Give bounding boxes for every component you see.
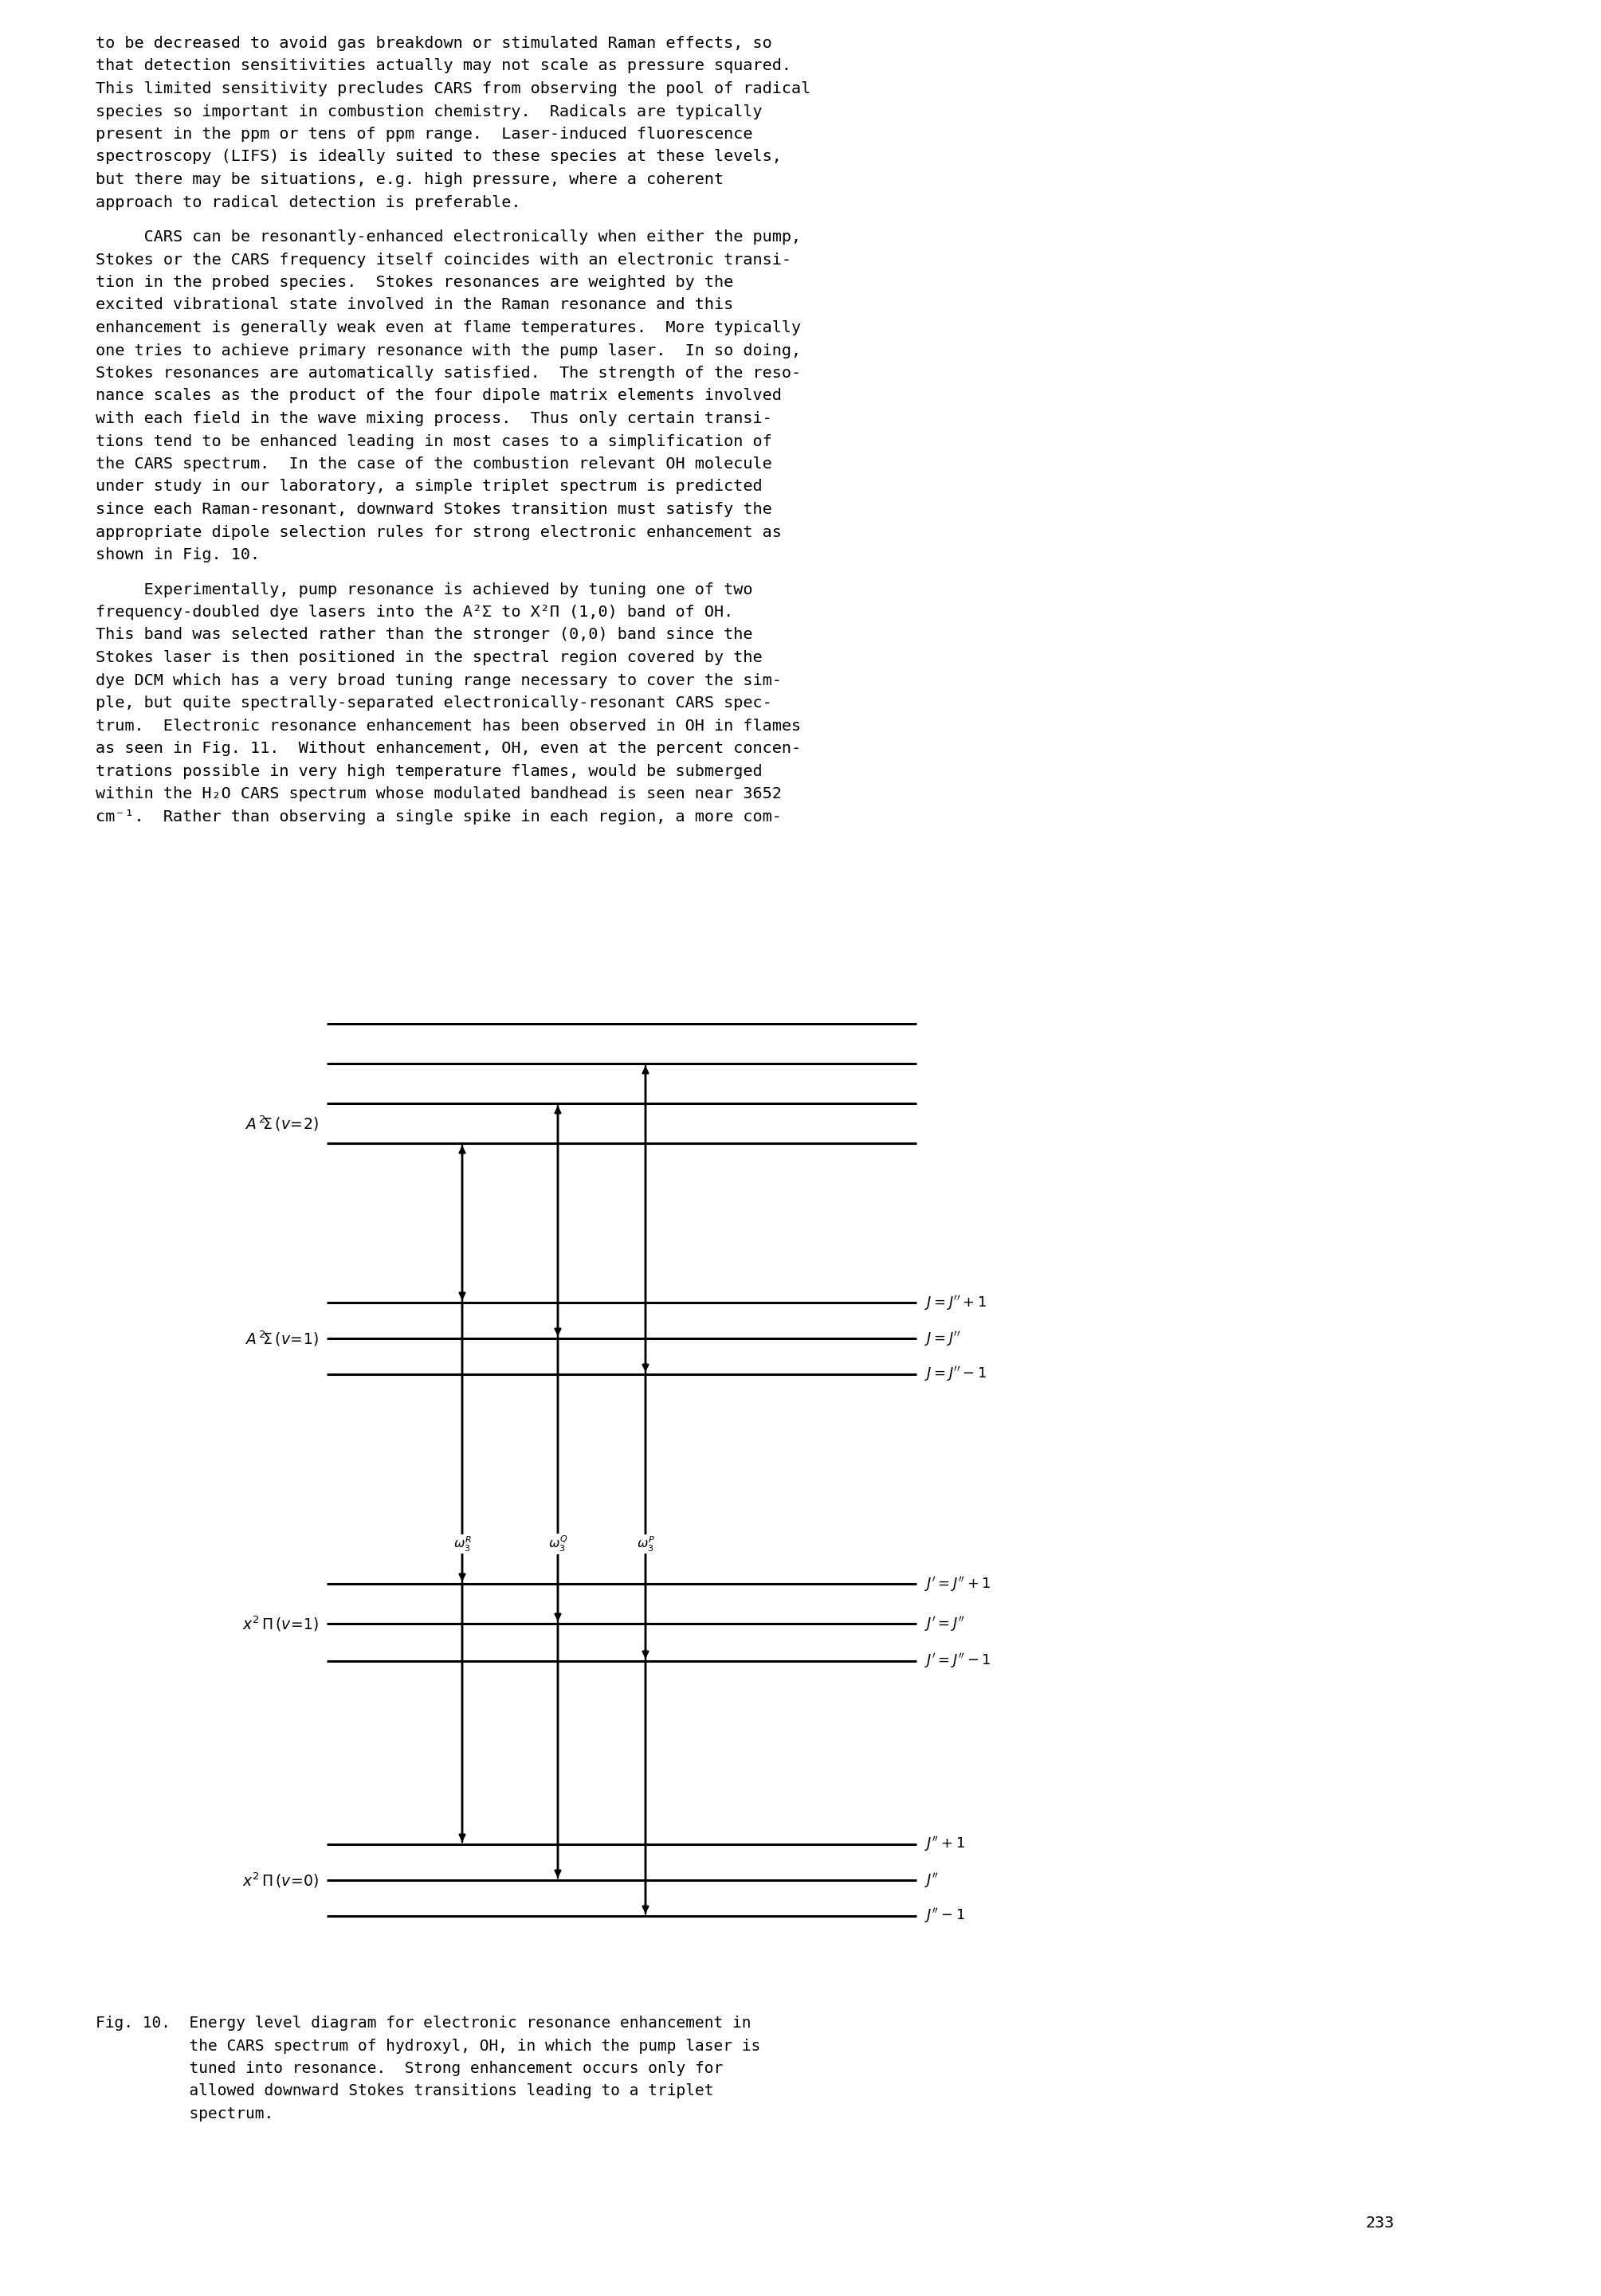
Text: $x^2\,\Pi\,(v\!=\!1)$: $x^2\,\Pi\,(v\!=\!1)$ <box>242 1614 319 1632</box>
Text: tions tend to be enhanced leading in most cases to a simplification of: tions tend to be enhanced leading in mos… <box>96 434 772 450</box>
Text: $J^{\prime\prime} + 1$: $J^{\prime\prime} + 1$ <box>924 1835 965 1853</box>
Text: tion in the probed species.  Stokes resonances are weighted by the: tion in the probed species. Stokes reson… <box>96 276 733 289</box>
Text: spectrum.: spectrum. <box>96 2105 274 2122</box>
Text: trum.  Electronic resonance enhancement has been observed in OH in flames: trum. Electronic resonance enhancement h… <box>96 719 800 732</box>
Text: present in the ppm or tens of ppm range.  Laser-induced fluorescence: present in the ppm or tens of ppm range.… <box>96 126 752 142</box>
Text: excited vibrational state involved in the Raman resonance and this: excited vibrational state involved in th… <box>96 298 733 312</box>
Text: with each field in the wave mixing process.  Thus only certain transi-: with each field in the wave mixing proce… <box>96 411 772 427</box>
Text: $J' = J^{\prime\prime}$: $J' = J^{\prime\prime}$ <box>924 1614 965 1632</box>
Text: spectroscopy (LIFS) is ideally suited to these species at these levels,: spectroscopy (LIFS) is ideally suited to… <box>96 149 781 165</box>
Text: the CARS spectrum of hydroxyl, OH, in which the pump laser is: the CARS spectrum of hydroxyl, OH, in wh… <box>96 2039 760 2053</box>
Text: frequency-doubled dye lasers into the A²Σ to X²Π (1,0) band of OH.: frequency-doubled dye lasers into the A²… <box>96 604 733 620</box>
Text: species so important in combustion chemistry.  Radicals are typically: species so important in combustion chemi… <box>96 103 762 119</box>
Text: enhancement is generally weak even at flame temperatures.  More typically: enhancement is generally weak even at fl… <box>96 319 800 335</box>
Text: nance scales as the product of the four dipole matrix elements involved: nance scales as the product of the four … <box>96 388 781 404</box>
Text: This band was selected rather than the stronger (0,0) band since the: This band was selected rather than the s… <box>96 627 752 643</box>
Text: that detection sensitivities actually may not scale as pressure squared.: that detection sensitivities actually ma… <box>96 60 791 73</box>
Text: $x^2\,\Pi\,(v\!=\!0)$: $x^2\,\Pi\,(v\!=\!0)$ <box>242 1871 319 1890</box>
Text: $J' = J^{\prime\prime} + 1$: $J' = J^{\prime\prime} + 1$ <box>924 1575 991 1593</box>
Text: trations possible in very high temperature flames, would be submerged: trations possible in very high temperatu… <box>96 765 762 778</box>
Text: CARS can be resonantly-enhanced electronically when either the pump,: CARS can be resonantly-enhanced electron… <box>96 230 800 246</box>
Text: tuned into resonance.  Strong enhancement occurs only for: tuned into resonance. Strong enhancement… <box>96 2062 724 2076</box>
Text: $A\,^2\!\Sigma\,(v\!=\!2)$: $A\,^2\!\Sigma\,(v\!=\!2)$ <box>245 1114 319 1132</box>
Text: approach to radical detection is preferable.: approach to radical detection is prefera… <box>96 195 520 209</box>
Text: Stokes or the CARS frequency itself coincides with an electronic transi-: Stokes or the CARS frequency itself coin… <box>96 253 791 266</box>
Text: but there may be situations, e.g. high pressure, where a coherent: but there may be situations, e.g. high p… <box>96 172 724 188</box>
Text: one tries to achieve primary resonance with the pump laser.  In so doing,: one tries to achieve primary resonance w… <box>96 342 800 358</box>
Text: since each Raman-resonant, downward Stokes transition must satisfy the: since each Raman-resonant, downward Stok… <box>96 503 772 517</box>
Text: $J = J^{\prime\prime}$: $J = J^{\prime\prime}$ <box>924 1329 961 1348</box>
Text: $J = J^{\prime\prime} - 1$: $J = J^{\prime\prime} - 1$ <box>924 1366 986 1384</box>
Text: $A\,^2\!\Sigma\,(v\!=\!1)$: $A\,^2\!\Sigma\,(v\!=\!1)$ <box>245 1329 319 1348</box>
Text: the CARS spectrum.  In the case of the combustion relevant OH molecule: the CARS spectrum. In the case of the co… <box>96 457 772 471</box>
Text: allowed downward Stokes transitions leading to a triplet: allowed downward Stokes transitions lead… <box>96 2085 714 2099</box>
Text: $J = J^{\prime\prime} + 1$: $J = J^{\prime\prime} + 1$ <box>924 1293 986 1311</box>
Text: Experimentally, pump resonance is achieved by tuning one of two: Experimentally, pump resonance is achiev… <box>96 581 752 597</box>
Text: $\omega_3^R$: $\omega_3^R$ <box>453 1534 471 1552</box>
Text: $J' = J^{\prime\prime} - 1$: $J' = J^{\prime\prime} - 1$ <box>924 1651 991 1669</box>
Text: Fig. 10.  Energy level diagram for electronic resonance enhancement in: Fig. 10. Energy level diagram for electr… <box>96 2016 751 2030</box>
Text: dye DCM which has a very broad tuning range necessary to cover the sim-: dye DCM which has a very broad tuning ra… <box>96 673 781 689</box>
Text: Stokes resonances are automatically satisfied.  The strength of the reso-: Stokes resonances are automatically sati… <box>96 365 800 381</box>
Text: 233: 233 <box>1366 2216 1394 2229</box>
Text: Stokes laser is then positioned in the spectral region covered by the: Stokes laser is then positioned in the s… <box>96 650 762 666</box>
Text: appropriate dipole selection rules for strong electronic enhancement as: appropriate dipole selection rules for s… <box>96 523 781 540</box>
Text: shown in Fig. 10.: shown in Fig. 10. <box>96 546 259 563</box>
Text: $J^{\prime\prime} - 1$: $J^{\prime\prime} - 1$ <box>924 1906 965 1924</box>
Text: This limited sensitivity precludes CARS from observing the pool of radical: This limited sensitivity precludes CARS … <box>96 80 810 96</box>
Text: within the H₂O CARS spectrum whose modulated bandhead is seen near 3652: within the H₂O CARS spectrum whose modul… <box>96 785 781 801</box>
Text: under study in our laboratory, a simple triplet spectrum is predicted: under study in our laboratory, a simple … <box>96 480 762 494</box>
Text: ple, but quite spectrally-separated electronically-resonant CARS spec-: ple, but quite spectrally-separated elec… <box>96 696 772 712</box>
Text: to be decreased to avoid gas breakdown or stimulated Raman effects, so: to be decreased to avoid gas breakdown o… <box>96 37 772 51</box>
Text: $J^{\prime\prime}$: $J^{\prime\prime}$ <box>924 1871 940 1890</box>
Text: cm⁻¹.  Rather than observing a single spike in each region, a more com-: cm⁻¹. Rather than observing a single spi… <box>96 808 781 824</box>
Text: $\omega_3^P$: $\omega_3^P$ <box>637 1534 655 1552</box>
Text: $\omega_3^Q$: $\omega_3^Q$ <box>548 1534 568 1554</box>
Text: as seen in Fig. 11.  Without enhancement, OH, even at the percent concen-: as seen in Fig. 11. Without enhancement,… <box>96 742 800 755</box>
